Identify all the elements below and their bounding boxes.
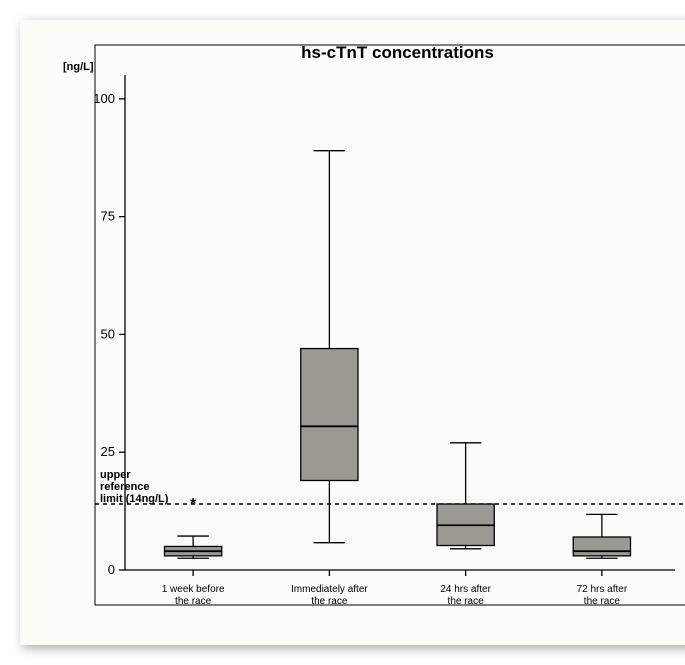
chart-inner: hs-cTnT concentrations [ng/L] 0 25 50 75 100 up…: [30, 30, 685, 635]
svg-text:72 hrs after: 72 hrs after: [577, 584, 628, 595]
svg-text:limit (14ng/L): limit (14ng/L): [100, 493, 169, 505]
chart-frame: hs-cTnT concentrations [ng/L] 0 25 50 75 100 up…: [20, 20, 685, 645]
svg-text:the race: the race: [311, 596, 348, 607]
svg-text:0: 0: [108, 562, 115, 577]
svg-text:the race: the race: [584, 596, 621, 607]
svg-text:75: 75: [101, 209, 115, 224]
svg-text:50: 50: [101, 326, 115, 341]
svg-text:[ng/L]: [ng/L]: [63, 61, 94, 73]
svg-text:Immediately after: Immediately after: [291, 584, 368, 595]
svg-text:24 hrs after: 24 hrs after: [440, 584, 491, 595]
svg-text:the race: the race: [175, 596, 212, 607]
svg-text:1 week before: 1 week before: [162, 584, 225, 595]
svg-text:the race: the race: [448, 596, 485, 607]
svg-text:hs-cTnT concentrations: hs-cTnT concentrations: [301, 43, 494, 62]
svg-text:25: 25: [101, 444, 115, 459]
svg-text:upper: upper: [100, 469, 131, 481]
boxplot-chart: hs-cTnT concentrations [ng/L] 0 25 50 75 100 up…: [30, 30, 685, 635]
svg-text:100: 100: [93, 91, 115, 106]
svg-text:reference: reference: [100, 481, 150, 493]
svg-text:*: *: [190, 496, 197, 513]
